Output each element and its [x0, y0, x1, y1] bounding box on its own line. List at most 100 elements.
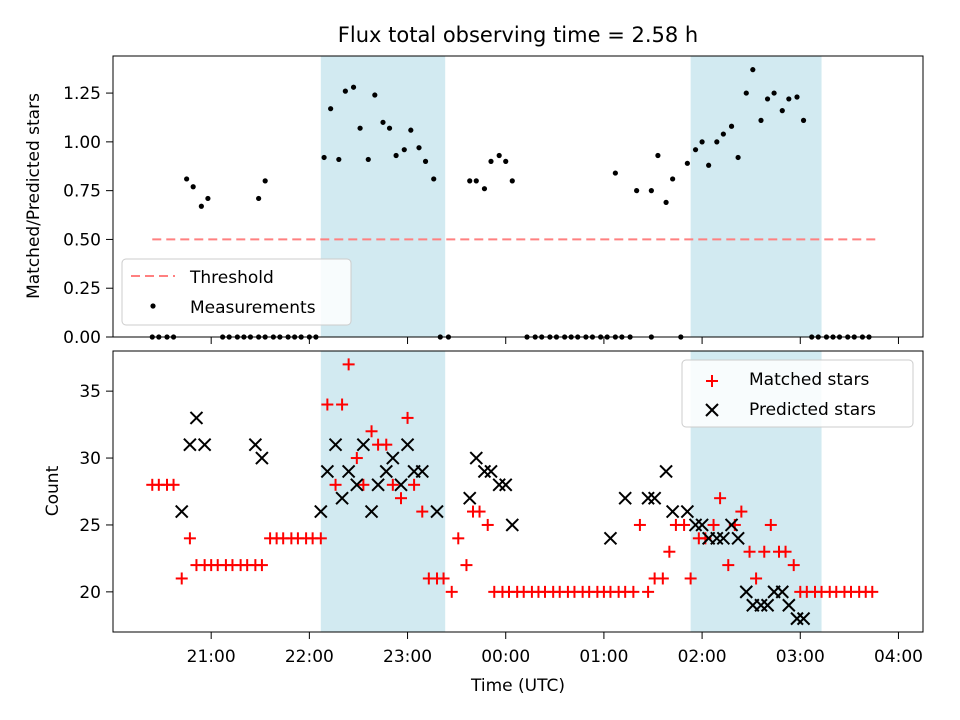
matched-star-point — [481, 518, 494, 531]
measurement-point — [786, 96, 792, 102]
matched-star-point — [779, 545, 792, 558]
predicted-star-point — [356, 437, 371, 452]
ratio-y-axis-label: Matched/Predicted stars — [24, 93, 44, 299]
measurement-point — [422, 158, 429, 164]
matched-star-point — [386, 478, 399, 491]
y-tick-label: 25 — [79, 516, 101, 536]
predicted-star-point — [364, 504, 379, 519]
ratio-legend: Threshold Measurements — [121, 258, 352, 326]
matched-star-point — [329, 478, 342, 491]
predicted-star-point — [175, 504, 189, 519]
matched-star-point — [380, 438, 393, 451]
predicted-star-point — [665, 504, 680, 519]
matched-star-point — [663, 545, 676, 558]
matched-star-point — [714, 492, 727, 505]
x-tick-label: 00:00 — [481, 647, 530, 667]
measurement-point — [800, 117, 807, 123]
measurement-point — [648, 188, 654, 194]
matched-star-point — [473, 505, 486, 518]
matched-star-point — [401, 411, 414, 424]
matched-star-point — [408, 478, 421, 491]
predicted-legend-swatch — [705, 403, 719, 417]
measurement-point — [496, 152, 502, 159]
predicted-star-point — [484, 464, 498, 479]
y-tick-label: 1.00 — [63, 133, 101, 153]
measurement-point — [670, 176, 676, 182]
predicted-star-point — [463, 491, 477, 505]
x-tick-label: 04:00 — [874, 647, 923, 667]
measurement-point — [743, 90, 749, 96]
measurement-point — [336, 156, 342, 163]
measurement-point — [393, 152, 399, 159]
y-tick-label: 35 — [79, 382, 101, 402]
predicted-star-point — [492, 478, 506, 492]
matched-star-point — [627, 585, 640, 598]
measurement-point — [481, 186, 488, 192]
measurement-point — [706, 162, 712, 168]
predicted-star-point — [659, 464, 673, 479]
predicted-star-point — [505, 518, 519, 532]
measurement-point — [488, 158, 494, 164]
predicted-star-point — [341, 464, 356, 479]
predicted-star-point — [371, 478, 385, 492]
measurement-point — [416, 145, 422, 151]
predicted-star-point — [328, 437, 343, 452]
matched-star-point — [787, 559, 800, 572]
measurement-point — [699, 139, 705, 145]
measurement-point — [735, 154, 741, 161]
ratio-panel-frame — [112, 55, 924, 338]
predicted-star-point — [469, 451, 483, 465]
matched-star-point — [175, 572, 188, 585]
predicted-star-point — [760, 598, 775, 612]
predicted-star-point — [477, 464, 492, 479]
chart-title: Flux total observing time = 2.58 h — [338, 23, 698, 47]
matched-legend-swatch — [706, 375, 718, 387]
matched-star-point — [255, 559, 268, 572]
predicted-star-point — [255, 451, 269, 465]
legend-measurements-label: Measurements — [190, 298, 316, 318]
predicted-star-point — [618, 491, 632, 505]
measurement-point — [794, 94, 800, 100]
predicted-star-point — [415, 464, 429, 479]
matched-star-point — [336, 398, 349, 411]
measurement-point — [634, 188, 640, 194]
measurement-point — [408, 127, 414, 133]
x-axis-label: Time (UTC) — [470, 676, 565, 696]
count-panel: 20 25 30 35 21:00 22:00 23:00 00:00 01:00 02:00 0… — [43, 350, 924, 696]
measurement-point — [758, 117, 764, 123]
y-tick-label: 0.00 — [63, 328, 101, 348]
predicted-star-point — [641, 491, 655, 505]
predicted-star-point — [775, 585, 789, 599]
count-panel-frame — [112, 350, 924, 633]
predicted-star-point — [394, 478, 408, 492]
predicted-star-point — [603, 531, 618, 546]
matched-star-point — [678, 518, 691, 531]
measurement-point — [692, 147, 699, 153]
measurement-point — [612, 170, 618, 176]
predicted-star-point — [739, 585, 753, 599]
x-tick-label: 22:00 — [285, 647, 334, 667]
legend-matched-label: Matched stars — [749, 370, 869, 390]
x-tick-label: 21:00 — [187, 647, 236, 667]
matched-star-point — [743, 545, 756, 558]
measurement-point — [205, 195, 211, 202]
matched-star-point — [684, 572, 697, 585]
predicted-star-point — [350, 478, 364, 492]
x-tick-label: 23:00 — [383, 647, 432, 667]
y-tick-label: 20 — [79, 583, 101, 603]
predicted-star-point — [320, 464, 335, 479]
predicted-star-point — [647, 491, 662, 505]
matched-star-point — [750, 572, 763, 585]
predicted-star-point — [716, 531, 731, 546]
measurement-point — [750, 67, 756, 73]
measurement-point — [350, 84, 357, 90]
measurement-point — [198, 203, 204, 209]
count-y-axis-label: Count — [43, 465, 63, 516]
measurement-point — [328, 106, 334, 112]
y-tick-label: 0.50 — [63, 230, 101, 250]
matched-star-point — [722, 559, 735, 572]
measurement-point — [184, 176, 190, 182]
observing-window-shade — [320, 351, 446, 632]
measurement-point — [503, 158, 509, 164]
